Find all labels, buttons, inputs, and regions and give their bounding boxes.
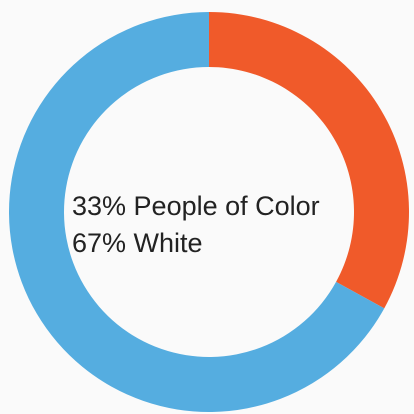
donut-slice-people-of-color [209, 12, 409, 309]
donut-slices [9, 12, 409, 412]
center-labels: 33% People of Color 67% White [72, 191, 320, 258]
center-label-poc: 33% People of Color [72, 191, 320, 221]
center-label-white: 67% White [72, 228, 203, 258]
donut-slice-white [9, 12, 385, 412]
